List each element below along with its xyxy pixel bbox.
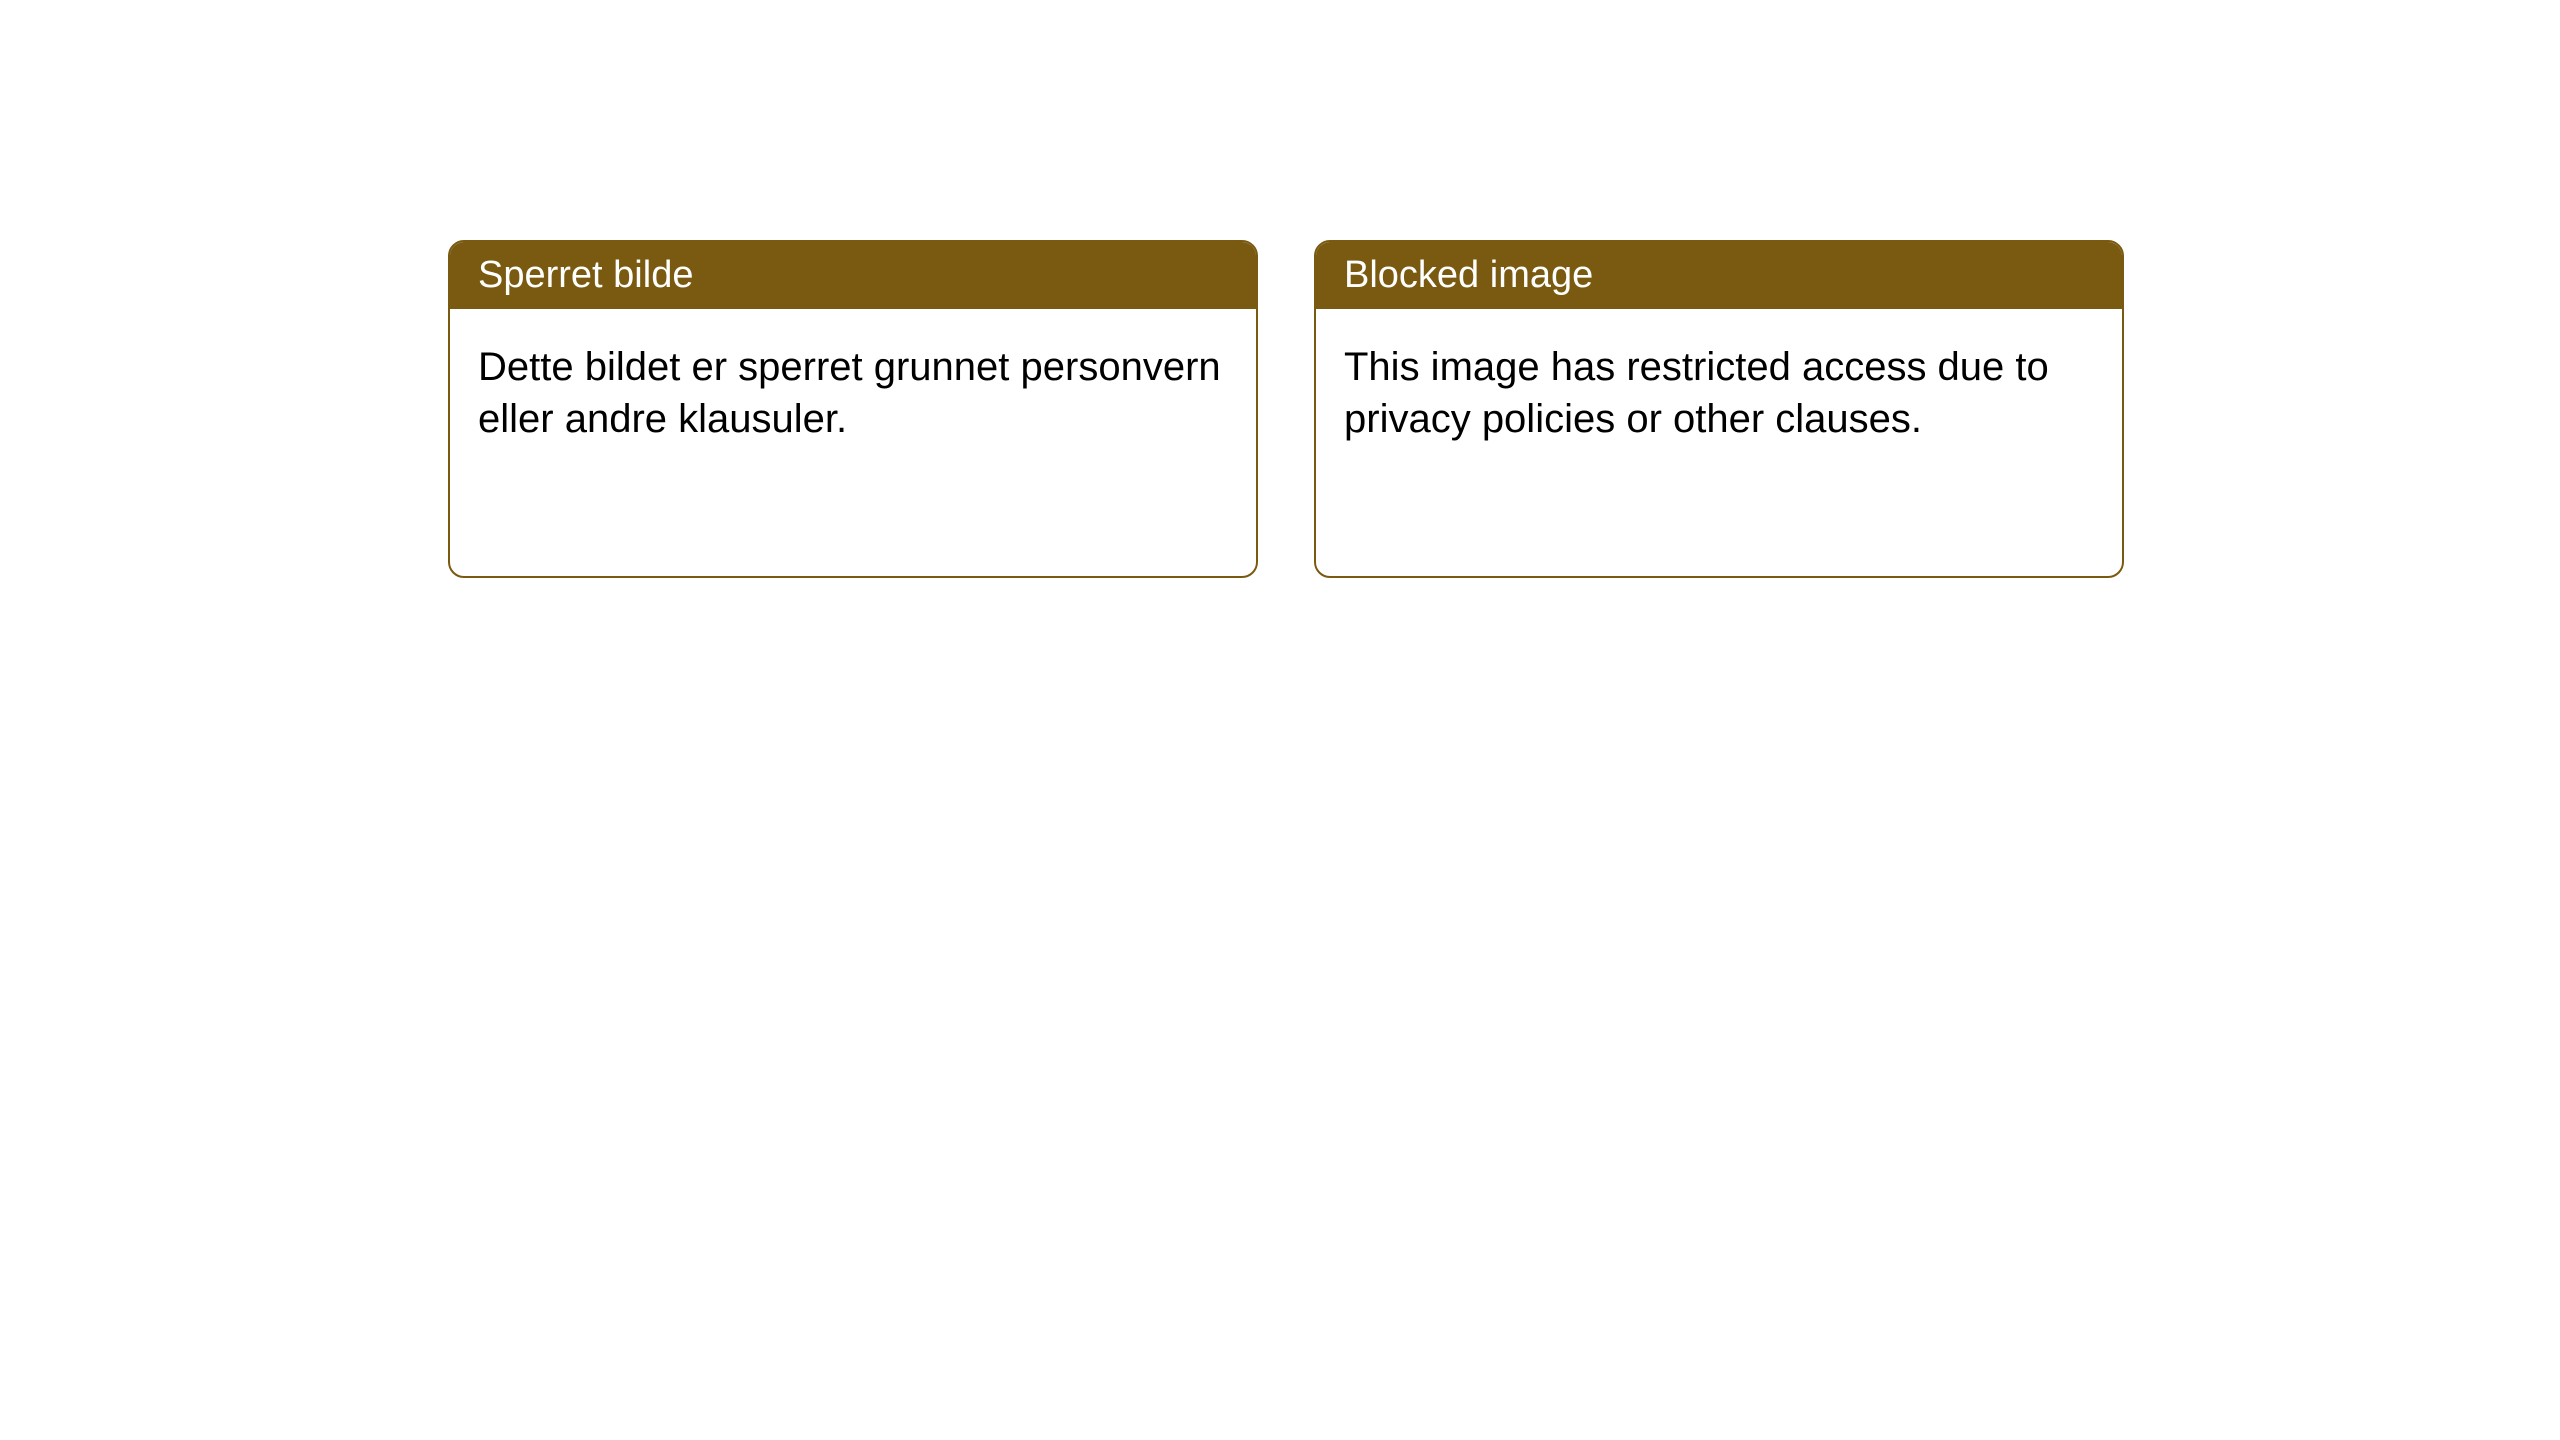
notice-header: Sperret bilde [450, 242, 1256, 309]
notice-body: Dette bildet er sperret grunnet personve… [450, 309, 1256, 477]
notice-card-norwegian: Sperret bilde Dette bildet er sperret gr… [448, 240, 1258, 578]
notice-title: Sperret bilde [478, 254, 693, 296]
notice-body: This image has restricted access due to … [1316, 309, 2122, 477]
notice-container: Sperret bilde Dette bildet er sperret gr… [0, 0, 2560, 578]
notice-card-english: Blocked image This image has restricted … [1314, 240, 2124, 578]
notice-header: Blocked image [1316, 242, 2122, 309]
notice-text: This image has restricted access due to … [1344, 345, 2049, 441]
notice-title: Blocked image [1344, 254, 1593, 296]
notice-text: Dette bildet er sperret grunnet personve… [478, 345, 1221, 441]
